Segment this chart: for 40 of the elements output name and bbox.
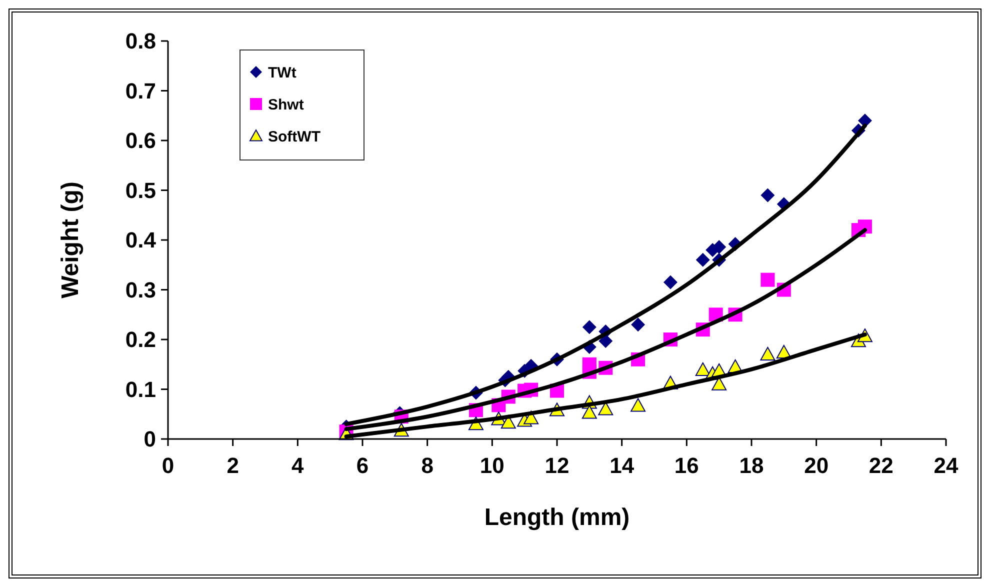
y-tick-label: 0.8 [125, 28, 156, 54]
y-tick-label: 0.1 [125, 376, 156, 402]
x-tick-label: 2 [226, 453, 239, 478]
point [696, 252, 710, 267]
point [598, 402, 614, 416]
point [695, 362, 710, 376]
y-axis-title: Weight (g) [57, 182, 84, 298]
x-tick-label: 8 [421, 453, 434, 478]
x-tick-label: 24 [934, 453, 959, 478]
x-tick-label: 18 [739, 453, 764, 478]
x-tick-label: 16 [674, 453, 699, 478]
y-tick-label: 0.2 [125, 327, 156, 352]
x-tick-label: 6 [356, 453, 369, 478]
point [760, 272, 775, 287]
x-tick-label: 22 [868, 453, 894, 478]
legend-label: SoftWT [268, 128, 320, 146]
y-tick-label: 0 [144, 426, 156, 452]
point [712, 240, 726, 254]
y-tick-label: 0.6 [125, 128, 156, 154]
x-tick-label: 12 [544, 453, 570, 478]
y-tick-label: 0.7 [125, 78, 156, 104]
point [712, 376, 727, 390]
x-tick-label: 20 [804, 453, 829, 478]
x-tick-label: 10 [480, 453, 504, 478]
point [663, 275, 678, 290]
point [760, 346, 776, 361]
y-tick-label: 0.3 [125, 277, 156, 302]
legend-label: TWt [268, 64, 296, 82]
point [760, 188, 775, 202]
point [630, 398, 646, 412]
x-axis-title: Length (mm) [484, 504, 630, 531]
x-tick-label: 0 [162, 453, 174, 478]
point [582, 405, 597, 419]
point [582, 320, 596, 334]
x-tick-label: 4 [292, 453, 305, 478]
y-tick-label: 0.4 [125, 228, 157, 253]
point [631, 318, 646, 332]
y-tick-label: 0.5 [125, 178, 156, 203]
legend-label: Shwt [268, 96, 304, 114]
x-tick-label: 14 [610, 453, 635, 478]
